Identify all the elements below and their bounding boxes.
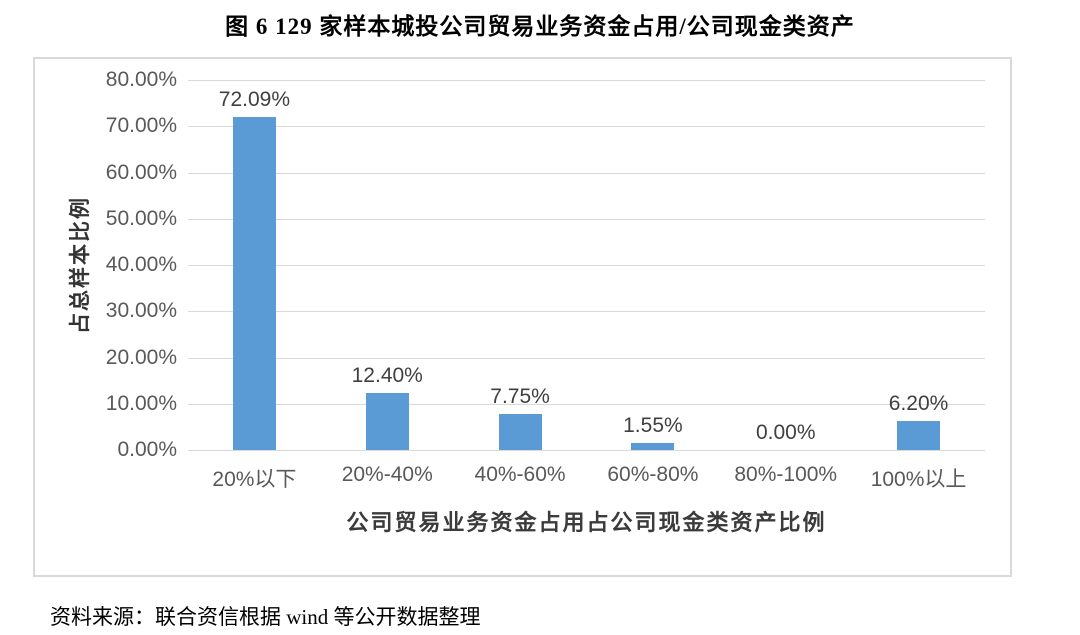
bar-value-label: 1.55% (623, 413, 683, 437)
y-tick-label: 10.00% (105, 391, 177, 415)
y-tick-label: 60.00% (105, 160, 177, 184)
bar-value-label: 7.75% (490, 385, 550, 409)
y-tick-label: 50.00% (105, 206, 177, 230)
gridline (188, 265, 985, 266)
x-axis-title: 公司贸易业务资金占用占公司现金类资产比例 (346, 510, 827, 535)
x-category-label: 60%-80% (607, 463, 699, 486)
gridline (188, 311, 985, 313)
x-category-label: 20%-40% (341, 463, 433, 486)
x-category-label: 40%-60% (474, 463, 566, 486)
gridline (188, 357, 985, 359)
x-axis-category-labels: 20%以下 20%-40% 40%-60% 60%-80% 80%-100% 100%以上 (188, 463, 985, 493)
bar-value-label: 6.20% (888, 392, 949, 416)
gridline (188, 172, 985, 174)
y-tick-label: 30.00% (105, 299, 177, 323)
bar (631, 442, 675, 450)
y-tick-label: 70.00% (105, 114, 177, 138)
gridline (188, 126, 985, 128)
y-tick-label: 80.00% (105, 68, 177, 91)
bar-slot: 72.09% (188, 80, 321, 450)
bar-value-label: 72.09% (218, 87, 291, 111)
bar-slot: 12.40% (321, 80, 454, 450)
figure-title: 图 6 129 家样本城投公司贸易业务资金占用/公司现金类资产 (225, 14, 855, 39)
gridline (188, 403, 985, 405)
gridline (188, 450, 985, 451)
y-tick-label: 40.00% (105, 253, 177, 276)
source-note: 资料来源：联合资信根据 wind 等公开数据整理 (50, 605, 481, 629)
bar-value-label: 0.00% (755, 421, 816, 444)
x-category-label: 80%-100% (734, 463, 838, 486)
x-category-label: 20%以下 (212, 468, 297, 491)
bar (498, 414, 542, 450)
bar-slot: 0.00% (719, 80, 852, 450)
bar (232, 116, 276, 450)
y-tick-label: 20.00% (105, 345, 177, 369)
chart-frame: 占总样本比例 0.00% 10.00% 20.00% 30.00% 40.00% 50.0… (33, 57, 1012, 577)
bar (897, 421, 941, 450)
bar-slot: 6.20% (852, 80, 985, 450)
bars-container: 72.09% 12.40% 7.75% 1.55% 0.00% 6.20% (188, 80, 985, 450)
y-axis-tick-labels: 0.00% 10.00% 20.00% 30.00% 40.00% 50.00% 60.00… (35, 68, 177, 461)
bar (365, 392, 409, 450)
bar-slot: 1.55% (586, 80, 719, 450)
gridline (188, 80, 985, 81)
plot-area (188, 80, 985, 451)
x-category-label: 100%以上 (870, 468, 967, 491)
gridline (188, 218, 985, 220)
bar-value-label: 12.40% (351, 363, 423, 387)
bar-slot: 7.75% (454, 80, 587, 450)
y-tick-label: 0.00% (117, 438, 177, 461)
